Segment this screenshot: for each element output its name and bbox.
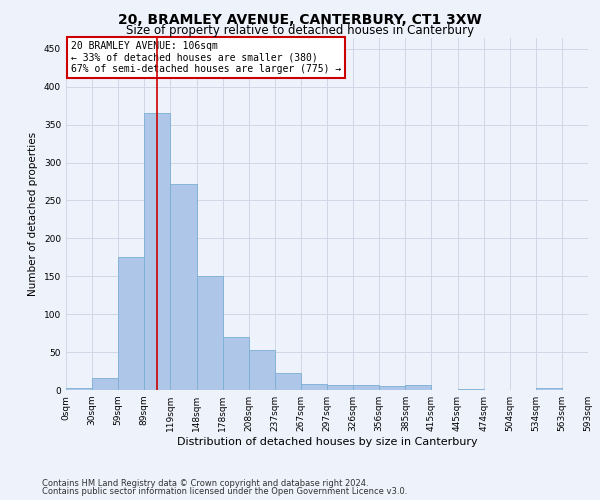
Bar — [379, 386, 406, 390]
Bar — [66, 388, 92, 390]
Text: Contains public sector information licensed under the Open Government Licence v3: Contains public sector information licen… — [42, 487, 407, 496]
Bar — [536, 388, 562, 390]
Bar — [301, 384, 327, 390]
Bar — [170, 184, 197, 390]
Bar — [118, 258, 145, 390]
Text: 20, BRAMLEY AVENUE, CANTERBURY, CT1 3XW: 20, BRAMLEY AVENUE, CANTERBURY, CT1 3XW — [118, 12, 482, 26]
Bar — [197, 276, 223, 390]
Bar — [353, 386, 379, 390]
Bar — [223, 337, 249, 390]
Bar — [145, 114, 170, 390]
Text: 20 BRAMLEY AVENUE: 106sqm
← 33% of detached houses are smaller (380)
67% of semi: 20 BRAMLEY AVENUE: 106sqm ← 33% of detac… — [71, 41, 341, 74]
Bar — [458, 389, 484, 390]
Y-axis label: Number of detached properties: Number of detached properties — [28, 132, 38, 296]
Bar — [327, 384, 353, 390]
Text: Contains HM Land Registry data © Crown copyright and database right 2024.: Contains HM Land Registry data © Crown c… — [42, 478, 368, 488]
Text: Size of property relative to detached houses in Canterbury: Size of property relative to detached ho… — [126, 24, 474, 37]
Bar — [406, 386, 431, 390]
Bar — [92, 378, 118, 390]
Bar — [275, 374, 301, 390]
Bar — [249, 350, 275, 390]
X-axis label: Distribution of detached houses by size in Canterbury: Distribution of detached houses by size … — [176, 437, 478, 447]
